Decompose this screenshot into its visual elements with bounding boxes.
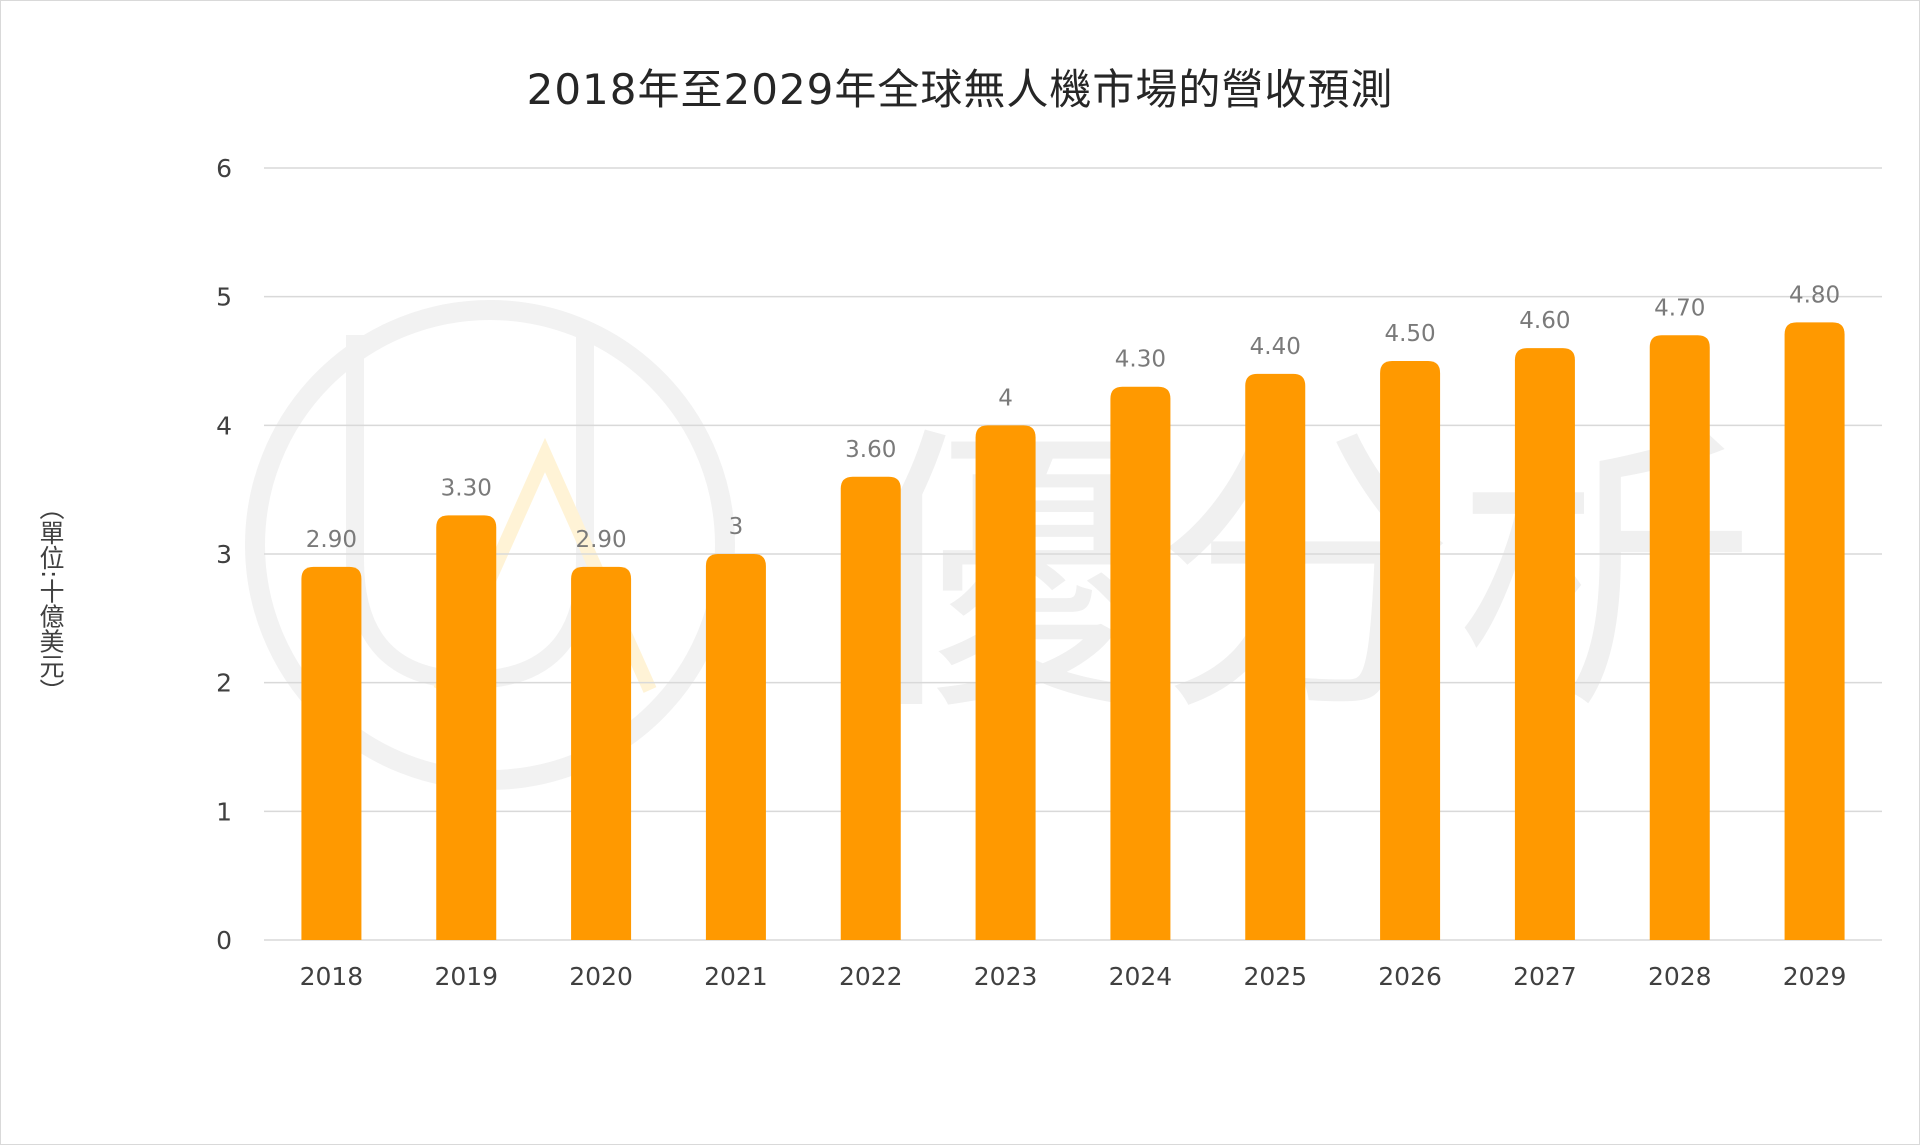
bar-2021 (705, 554, 766, 940)
bar-2026 (1380, 361, 1441, 940)
bar-2022 (840, 476, 901, 940)
bar-2023 (975, 425, 1036, 940)
data-label-2020: 2.90 (575, 527, 626, 553)
y-tick-label: 3 (216, 540, 232, 569)
data-label-2029: 4.80 (1789, 282, 1840, 308)
bar-2027 (1514, 348, 1575, 941)
data-label-2026: 4.50 (1384, 321, 1435, 347)
bar-2018 (301, 566, 362, 940)
data-label-2018: 2.90 (306, 527, 357, 553)
bars (301, 322, 1845, 941)
x-tick-label-2020: 2020 (569, 962, 633, 991)
data-label-2028: 4.70 (1654, 295, 1705, 321)
x-axis-ticks: 2018 2019 2020 2021 2022 2023 2024 2025 2026 2027… (300, 962, 1847, 991)
data-label-2022: 3.60 (845, 437, 896, 463)
gridlines (264, 167, 1882, 941)
x-tick-label-2024: 2024 (1109, 962, 1173, 991)
x-tick-label-2028: 2028 (1648, 962, 1712, 991)
data-label-2019: 3.30 (441, 475, 492, 501)
x-tick-label-2018: 2018 (300, 962, 364, 991)
x-tick-label-2029: 2029 (1783, 962, 1847, 991)
x-tick-label-2022: 2022 (839, 962, 903, 991)
x-tick-label-2026: 2026 (1378, 962, 1442, 991)
x-tick-label-2019: 2019 (434, 962, 498, 991)
y-tick-label: 0 (216, 926, 232, 955)
x-tick-label-2021: 2021 (704, 962, 768, 991)
data-label-2024: 4.30 (1115, 347, 1166, 373)
data-label-2025: 4.40 (1250, 334, 1301, 360)
data-label-2021: 3 (729, 514, 744, 540)
y-tick-label: 5 (216, 283, 232, 312)
y-tick-label: 2 (216, 669, 232, 698)
bar-2028 (1649, 335, 1710, 940)
y-tick-label: 6 (216, 154, 232, 183)
y-tick-label: 4 (216, 411, 232, 440)
y-axis-ticks: 0 1 2 3 4 5 6 (216, 154, 232, 955)
bar-2019 (436, 515, 497, 940)
y-axis-label: （單位:十億美元） (36, 495, 65, 704)
bar-2020 (571, 566, 632, 940)
bar-2029 (1784, 322, 1845, 940)
x-tick-label-2023: 2023 (974, 962, 1038, 991)
bar-2024 (1110, 386, 1171, 940)
data-label-2027: 4.60 (1519, 308, 1570, 334)
y-tick-label: 1 (216, 797, 232, 826)
data-label-2023: 4 (998, 385, 1013, 411)
bar-2025 (1245, 373, 1306, 940)
x-tick-label-2025: 2025 (1243, 962, 1307, 991)
data-labels: 2.90 3.30 2.90 3 3.60 4 4.30 4.40 4.50 4.60 4.70 4.… (306, 282, 1840, 552)
x-tick-label-2027: 2027 (1513, 962, 1577, 991)
chart-title: 2018年至2029年全球無人機市場的營收預測 (526, 65, 1394, 114)
